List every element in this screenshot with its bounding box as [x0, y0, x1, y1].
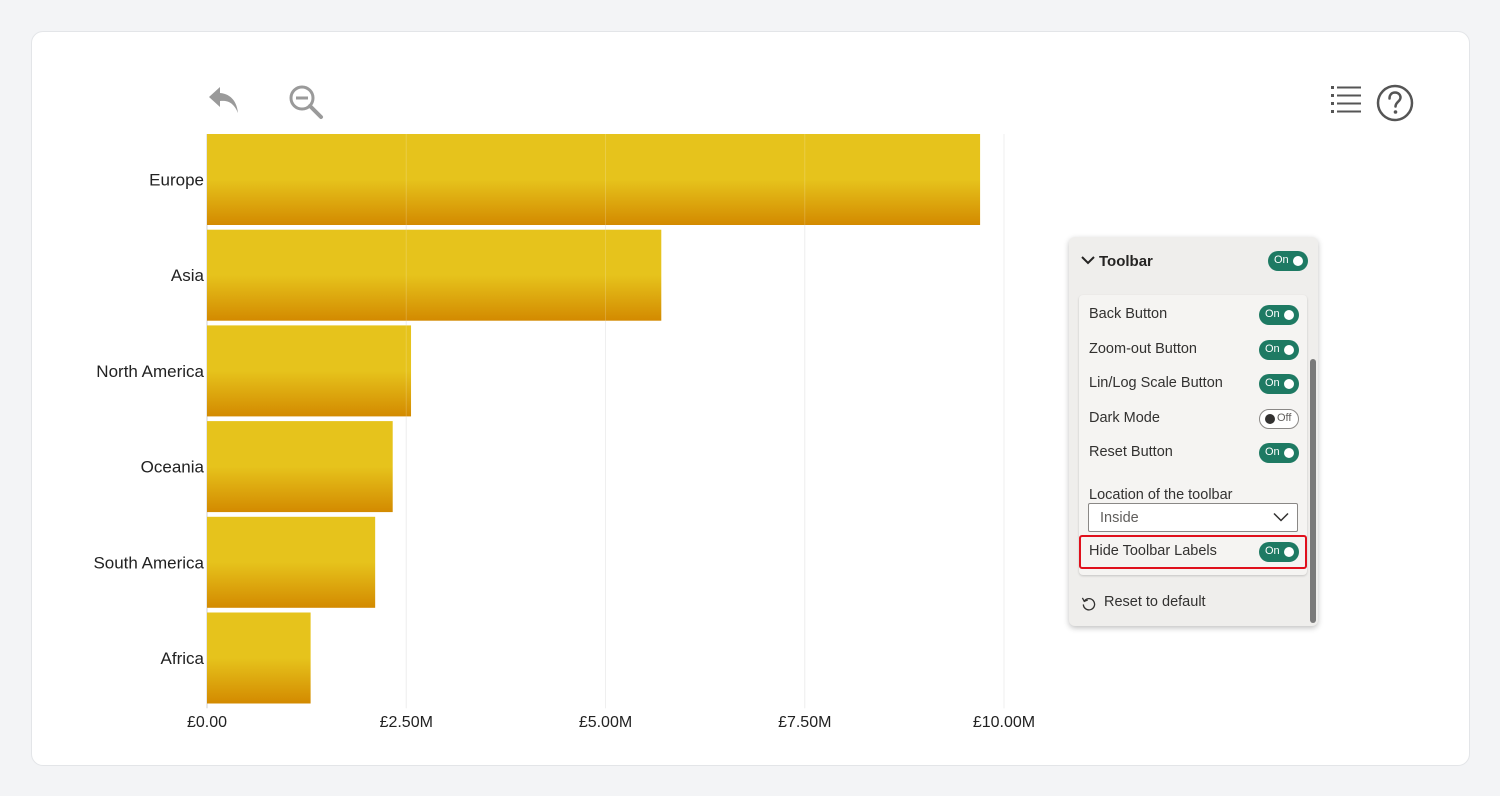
zoom-out-button-toggle[interactable]: On [1259, 340, 1299, 360]
toolbar-location-label: Location of the toolbar [1089, 487, 1233, 503]
toggle-state-text: On [1265, 446, 1280, 458]
panel-title: Toolbar [1099, 253, 1153, 270]
help-icon[interactable] [1376, 84, 1414, 122]
toggle-state-text: On [1265, 308, 1280, 320]
bar[interactable] [207, 325, 412, 417]
bar[interactable] [207, 516, 376, 608]
x-tick-label: £10.00M [973, 714, 1035, 731]
toolbar-options: Back Button On Zoom-out Button On Lin/Lo… [1079, 295, 1307, 575]
lin-log-scale-toggle[interactable]: On [1259, 374, 1299, 394]
option-back-button: Back Button On [1079, 298, 1307, 332]
hide-toolbar-labels-toggle[interactable]: On [1259, 542, 1299, 562]
reset-label: Reset to default [1104, 594, 1206, 610]
toggle-knob [1284, 547, 1294, 557]
bar[interactable] [207, 612, 311, 704]
toggle-state-text: On [1265, 377, 1280, 389]
toggle-knob [1265, 414, 1275, 424]
option-zoom-out-button: Zoom-out Button On [1079, 333, 1307, 367]
bar[interactable] [207, 421, 393, 513]
dark-mode-toggle[interactable]: Off [1259, 409, 1299, 429]
category-label: Europe [149, 171, 204, 190]
category-label: North America [96, 362, 204, 381]
toggle-knob [1284, 310, 1294, 320]
toggle-knob [1293, 256, 1303, 266]
toggle-state-text: On [1265, 343, 1280, 355]
list-icon[interactable] [1330, 85, 1362, 117]
option-reset-button: Reset Button On [1079, 436, 1307, 470]
highlight-box [1079, 535, 1307, 569]
back-arrow-icon[interactable] [206, 83, 242, 117]
toggle-state-text: On [1265, 545, 1280, 557]
x-tick-label: £2.50M [380, 714, 433, 731]
toggle-knob [1284, 345, 1294, 355]
option-label: Hide Toolbar Labels [1089, 543, 1217, 559]
option-label: Reset Button [1089, 444, 1173, 460]
toolbar-settings-panel: Toolbar On Back Button On Zoom-out Butto… [1069, 237, 1318, 626]
toolbar-section-header[interactable]: Toolbar On [1069, 237, 1318, 285]
panel-scrollbar[interactable] [1310, 359, 1316, 623]
toggle-state-text: On [1274, 254, 1289, 266]
option-label: Zoom-out Button [1089, 341, 1197, 357]
reset-icon [1081, 597, 1096, 611]
chevron-down-icon[interactable] [1080, 254, 1096, 266]
option-label: Dark Mode [1089, 410, 1160, 426]
option-dark-mode: Dark Mode Off [1079, 402, 1307, 436]
reset-button-toggle[interactable]: On [1259, 443, 1299, 463]
toolbar-location-dropdown[interactable]: Inside [1088, 503, 1298, 532]
x-tick-label: £5.00M [579, 714, 632, 731]
bar-chart: £0.00 £2.50M £5.00M £7.50M £10.00M Europe Asia… [93, 134, 1035, 731]
option-hide-toolbar-labels: Hide Toolbar Labels On [1079, 535, 1307, 569]
zoom-out-icon[interactable] [287, 83, 325, 121]
dropdown-value: Inside [1100, 510, 1139, 526]
category-label: Asia [171, 266, 205, 285]
toggle-knob [1284, 379, 1294, 389]
chevron-down-icon [1273, 512, 1289, 522]
category-label: Africa [161, 649, 205, 668]
back-button-toggle[interactable]: On [1259, 305, 1299, 325]
toolbar-toggle[interactable]: On [1268, 251, 1308, 271]
x-tick-label: £0.00 [187, 714, 227, 731]
toggle-knob [1284, 448, 1294, 458]
category-label: Oceania [141, 458, 205, 477]
option-label: Lin/Log Scale Button [1089, 375, 1223, 391]
option-lin-log-scale-button: Lin/Log Scale Button On [1079, 367, 1307, 401]
option-label: Back Button [1089, 306, 1168, 322]
category-label: South America [93, 553, 204, 572]
x-tick-label: £7.50M [778, 714, 831, 731]
bar[interactable] [207, 134, 981, 225]
bar[interactable] [207, 229, 662, 321]
toggle-state-text: Off [1277, 412, 1292, 424]
